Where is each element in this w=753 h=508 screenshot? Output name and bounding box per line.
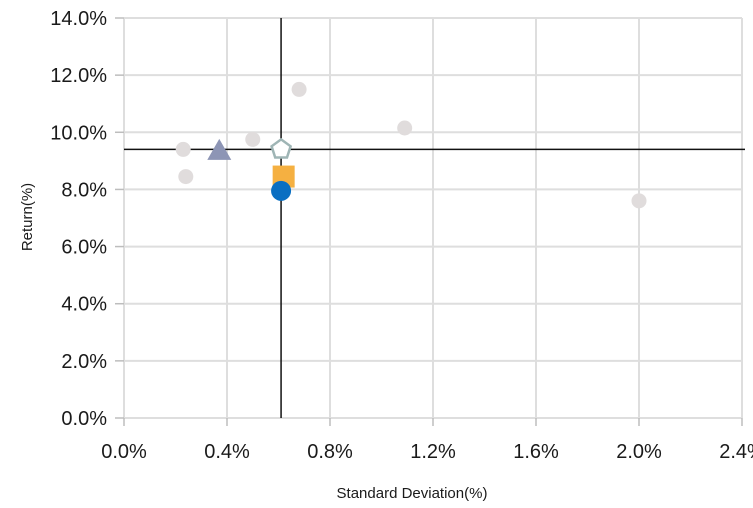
data-point-circle [631, 193, 647, 209]
x-tick-label: 0.8% [307, 441, 353, 463]
x-tick-label: 0.4% [204, 441, 250, 463]
y-tick-label: 0.0% [61, 408, 107, 430]
data-point-triangle [207, 138, 232, 160]
data-point-circle [175, 141, 191, 157]
data-point-circle [178, 169, 194, 185]
y-tick-label: 8.0% [61, 179, 107, 201]
y-tick-label: 12.0% [50, 65, 107, 87]
y-tick-label: 4.0% [61, 294, 107, 316]
x-tick-label: 1.2% [410, 441, 456, 463]
y-tick-label: 2.0% [61, 351, 107, 373]
data-point-circle [397, 120, 413, 136]
x-tick-label: 2.0% [616, 441, 662, 463]
reference-lines [124, 18, 745, 418]
grid [123, 17, 743, 419]
y-axis-title: Return(%) [19, 183, 36, 251]
data-point-circle [291, 81, 307, 97]
data-point-highlight-circle [271, 180, 292, 201]
x-tick-label: 0.0% [101, 441, 147, 463]
x-tick-label: 2.4% [719, 441, 753, 463]
x-axis-title: Standard Deviation(%) [337, 485, 488, 502]
y-tick-label: 10.0% [50, 122, 107, 144]
x-tick-label: 1.6% [513, 441, 559, 463]
data-point-circle [245, 131, 261, 147]
tick-labels: 0.0% 0.4% 0.8% 1.2% 1.6% 2.0% 2.4% 0.0% 2.0% 4.0%… [50, 8, 753, 463]
data-point-pentagon [270, 137, 293, 159]
data-points [175, 81, 647, 209]
y-tick-label: 14.0% [50, 8, 107, 30]
axes [115, 17, 743, 426]
y-tick-label: 6.0% [61, 237, 107, 259]
